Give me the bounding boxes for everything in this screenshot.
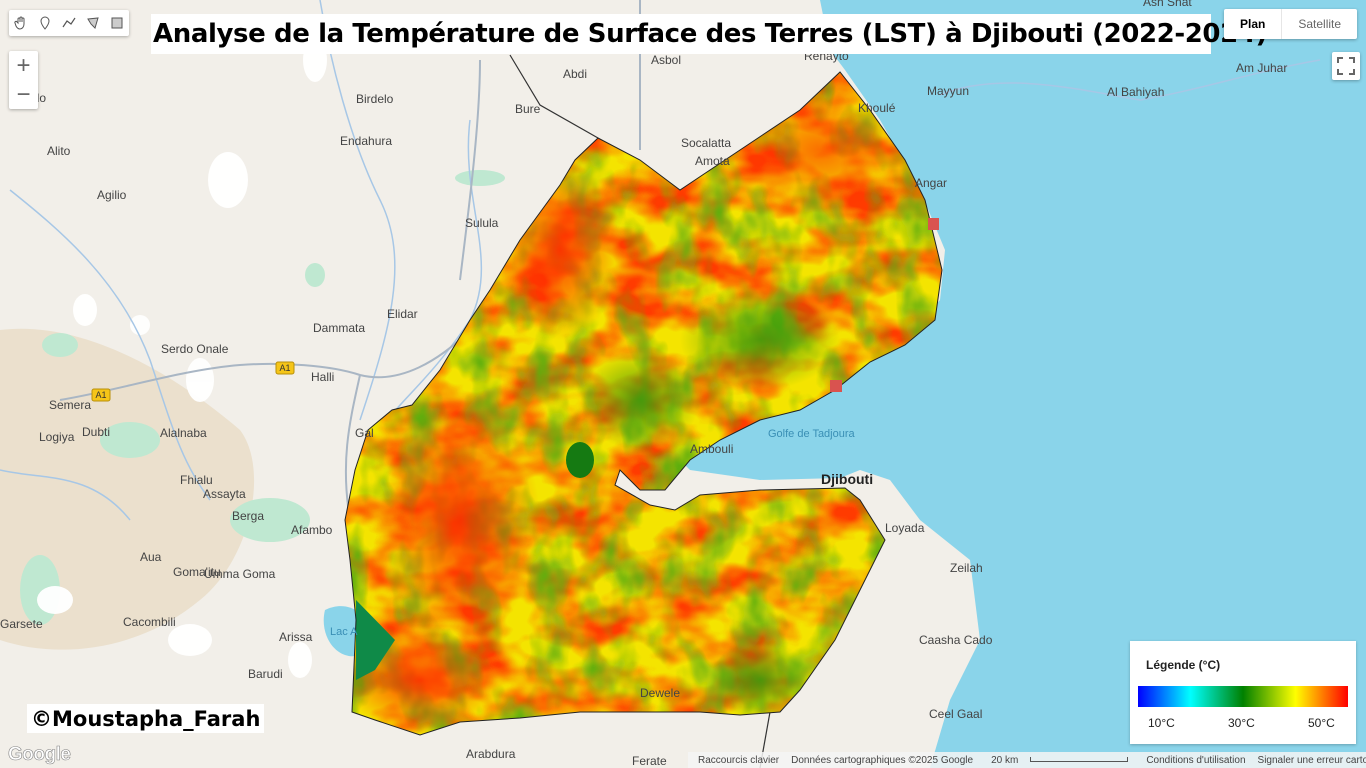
place-label: Sulula: [465, 216, 499, 230]
scale-bar: [1030, 757, 1129, 763]
road-shield-red: [928, 218, 939, 230]
zoom-out-button[interactable]: −: [16, 80, 31, 108]
road-shield-red: [830, 380, 842, 392]
place-label: Arabdura: [466, 747, 516, 761]
place-label: Garsete: [0, 617, 43, 631]
legend-color-bar: [1138, 686, 1348, 707]
place-label: Alalnaba: [160, 426, 207, 440]
place-label: Agilio: [97, 188, 127, 202]
place-label: Serdo Onale: [161, 342, 229, 356]
place-label: Ceel Gaal: [929, 707, 982, 721]
marker-icon[interactable]: [33, 10, 57, 36]
place-label: Djibouti: [821, 471, 873, 487]
map-type-satellite-button[interactable]: Satellite: [1281, 9, 1357, 39]
sea-area: [660, 0, 1366, 768]
place-label: Afambo: [291, 523, 333, 537]
place-label: Golfe de Tadjoura: [768, 428, 856, 440]
road-shield: A1: [91, 388, 111, 402]
google-logo[interactable]: Google: [8, 744, 72, 766]
place-label: Am Juhar: [1236, 61, 1287, 75]
djibouti-outline: [344, 71, 943, 736]
desert-area: [0, 328, 255, 650]
road-shield: A1: [275, 361, 295, 375]
place-label: Assayta: [203, 487, 246, 501]
legend-panel: Légende (°C) 10°C 30°C 50°C: [1130, 641, 1356, 744]
place-label: Bure: [515, 102, 541, 116]
place-label: Ash Shat: [1143, 0, 1192, 9]
place-label: Dewele: [640, 686, 680, 700]
place-label: Mayyun: [927, 84, 969, 98]
place-label: Elidar: [387, 307, 418, 321]
fullscreen-icon: [1337, 57, 1355, 75]
place-label: Alito: [47, 144, 71, 158]
place-label: Amota: [695, 154, 730, 168]
map-data-attribution: Données cartographiques ©2025 Google: [791, 754, 974, 766]
map-title-panel: Analyse de la Température de Surface des…: [151, 14, 1267, 54]
place-label: Lac A: [330, 626, 358, 638]
place-label: Zeilah: [950, 561, 983, 575]
place-label: Semera: [49, 398, 91, 412]
place-labels: Ash Shat Asbol Abdi Renayto Mayyun Am Ju…: [0, 0, 1287, 768]
place-label: Al Bahiyah: [1107, 85, 1164, 99]
map-title: Analyse de la Température de Surface des…: [153, 19, 1267, 49]
legend-max-label: 50°C: [1308, 716, 1335, 730]
hand-icon[interactable]: [9, 10, 33, 36]
fullscreen-button[interactable]: [1332, 52, 1360, 80]
place-label: Abdi: [563, 67, 587, 81]
place-label: Birdelo: [356, 92, 394, 106]
map-footer: Raccourcis clavier Données cartographiqu…: [688, 752, 1366, 768]
map-type-control: Plan Satellite: [1224, 9, 1358, 39]
terms-link[interactable]: Conditions d'utilisation: [1146, 754, 1246, 766]
legend-title: Légende (°C): [1146, 658, 1221, 672]
place-label: Goma'itu: [173, 565, 221, 579]
place-label: Ferate: [632, 754, 667, 768]
zoom-control: + −: [9, 51, 38, 109]
place-label: Dammata: [313, 321, 365, 335]
border-line: [509, 54, 599, 139]
place-label: Endahura: [340, 134, 392, 148]
place-label: Gal: [355, 426, 374, 440]
legend-min-label: 10°C: [1148, 716, 1175, 730]
svg-text:A1: A1: [279, 363, 290, 373]
polygon-icon[interactable]: [81, 10, 105, 36]
author-credit: ©Moustapha_Farah: [27, 704, 265, 733]
place-label: Caasha Cado: [919, 633, 993, 647]
keyboard-shortcuts-link[interactable]: Raccourcis clavier: [698, 754, 780, 766]
place-label: Umma Goma: [204, 567, 276, 581]
place-label: Socalatta: [681, 136, 731, 150]
svg-text:A1: A1: [95, 390, 106, 400]
scale-label: 20 km: [991, 754, 1019, 766]
place-label: Berga: [232, 509, 264, 523]
place-label: Dubti: [82, 425, 110, 439]
place-label: Barudi: [248, 667, 283, 681]
place-label: Arissa: [279, 630, 313, 644]
drawing-toolbar: [9, 10, 129, 36]
place-label: Angar: [915, 176, 947, 190]
place-label: Asbol: [651, 53, 681, 67]
line-icon[interactable]: [57, 10, 81, 36]
place-label: Halli: [311, 370, 334, 384]
map-type-plan-button[interactable]: Plan: [1240, 17, 1266, 31]
wetlands: [20, 170, 505, 625]
salt-flats: [37, 38, 434, 730]
place-label: Fhialu: [180, 473, 213, 487]
zoom-in-button[interactable]: +: [16, 51, 31, 79]
scale-indicator: 20 km: [985, 755, 1134, 766]
place-label: Logiya: [39, 430, 75, 444]
place-label: Ambouli: [690, 442, 733, 456]
place-label: Loyada: [885, 521, 925, 535]
rectangle-icon[interactable]: [105, 10, 129, 36]
report-error-link[interactable]: Signaler une erreur cartographique: [1257, 754, 1366, 766]
legend-mid-label: 30°C: [1228, 716, 1255, 730]
rivers: [0, 0, 1321, 521]
place-label: Khoulé: [858, 101, 896, 115]
place-label: Aua: [140, 550, 162, 564]
place-label: Cacombili: [123, 615, 176, 629]
